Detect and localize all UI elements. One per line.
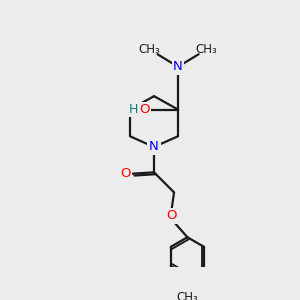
- Text: CH₃: CH₃: [176, 291, 198, 300]
- Text: H: H: [128, 103, 138, 116]
- Text: O: O: [166, 209, 177, 222]
- Text: N: N: [173, 60, 183, 73]
- Text: O: O: [140, 103, 150, 116]
- Text: O: O: [120, 167, 131, 180]
- Text: CH₃: CH₃: [196, 43, 218, 56]
- Text: N: N: [149, 140, 159, 153]
- Text: CH₃: CH₃: [139, 43, 160, 56]
